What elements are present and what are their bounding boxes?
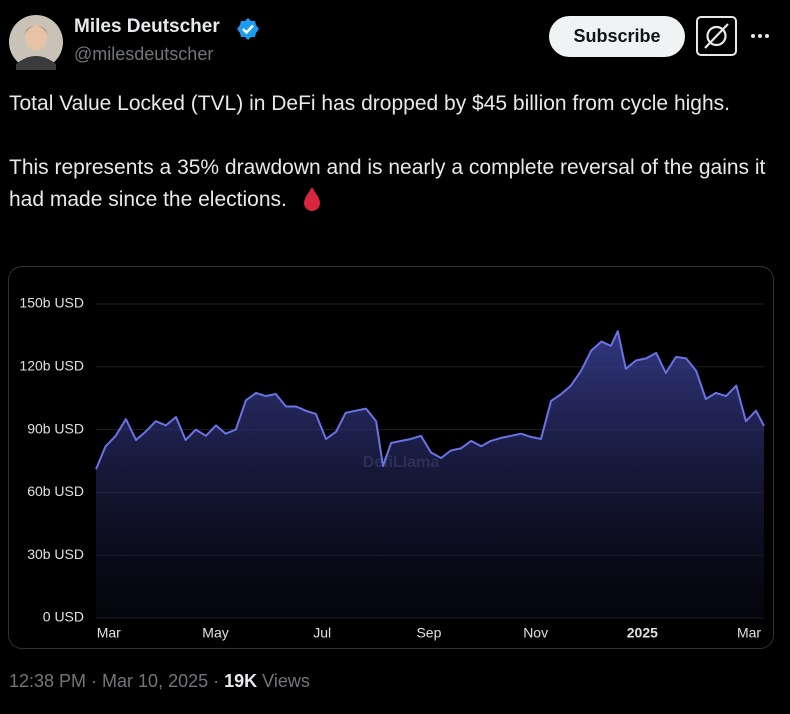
timestamp: 12:38 PM · Mar 10, 2025 · xyxy=(9,671,220,691)
text: This represents a 35% drawdown and is ne… xyxy=(9,156,766,211)
x-tick-label: Mar xyxy=(737,625,761,641)
area-fill xyxy=(96,331,764,618)
author-name[interactable]: Miles Deutscher xyxy=(74,16,220,37)
paragraph: This represents a 35% drawdown and is ne… xyxy=(9,152,784,216)
grok-button[interactable] xyxy=(696,16,738,56)
y-tick-label: 0 USD xyxy=(43,609,84,625)
views-label: Views xyxy=(262,671,310,691)
drop-emoji xyxy=(303,187,320,211)
x-tick-label: 2025 xyxy=(627,625,658,641)
x-tick-label: Mar xyxy=(97,625,121,641)
subscribe-button[interactable]: Subscribe xyxy=(549,16,685,57)
y-tick-label: 120b USD xyxy=(19,357,84,373)
x-tick-label: Jul xyxy=(313,625,331,641)
y-tick-label: 90b USD xyxy=(27,420,84,436)
more-button[interactable] xyxy=(748,28,772,44)
tweet-meta: 12:38 PM · Mar 10, 2025 · 19K Views xyxy=(9,671,310,692)
verified-badge xyxy=(237,18,259,40)
paragraph: Total Value Locked (TVL) in DeFi has dro… xyxy=(9,92,730,115)
y-tick-label: 30b USD xyxy=(27,546,84,562)
x-tick-label: Nov xyxy=(523,625,548,641)
line xyxy=(95,330,765,470)
x-tick-label: May xyxy=(202,625,228,641)
author-handle[interactable]: @milesdeutscher xyxy=(74,44,214,64)
y-tick-label: 60b USD xyxy=(27,483,84,499)
avatar[interactable] xyxy=(8,14,64,70)
views-count: 19K xyxy=(224,671,258,691)
y-tick-label: 150b USD xyxy=(19,295,84,311)
tweet-text: Total Value Locked (TVL) in DeFi has dro… xyxy=(9,88,784,248)
x-tick-label: Sep xyxy=(416,625,441,641)
